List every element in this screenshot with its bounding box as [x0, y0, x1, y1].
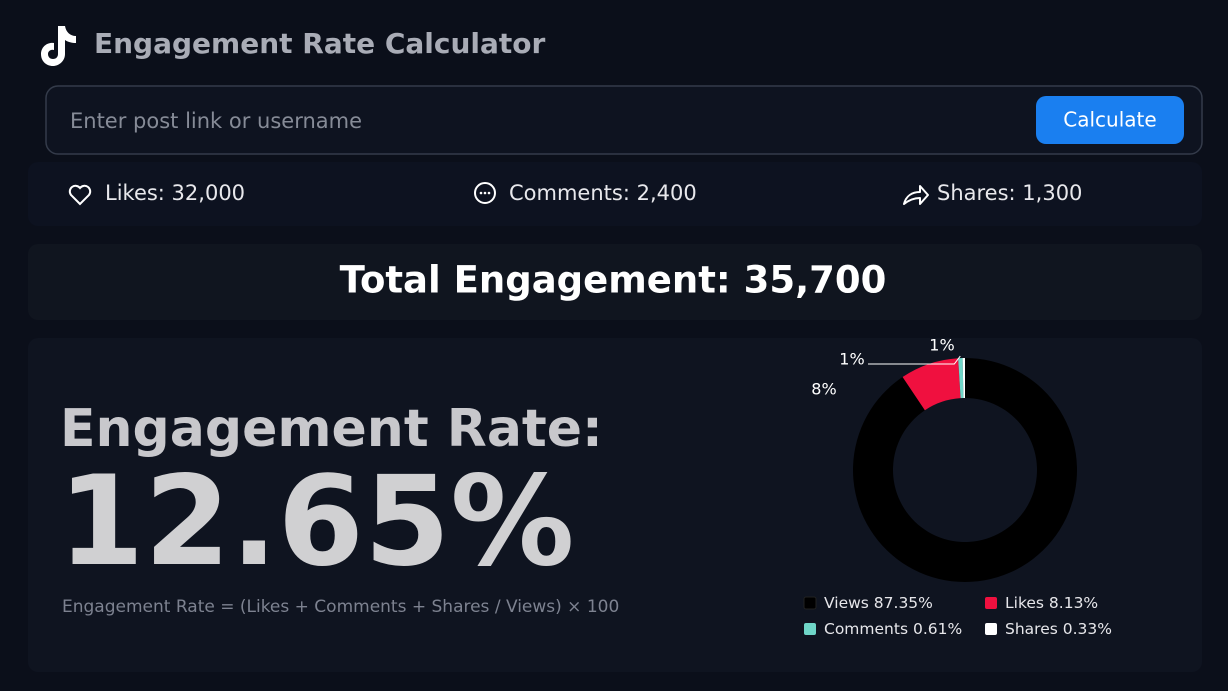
calculate-button-label: Calculate — [1063, 108, 1156, 132]
legend-swatch — [803, 596, 817, 610]
shares-icon — [903, 185, 929, 205]
legend-swatch — [985, 623, 997, 635]
legend-category: Likes — [1005, 594, 1044, 612]
comments-icon-dot — [479, 191, 483, 195]
legend-value: 0.61% — [913, 620, 962, 638]
legend-category: Views — [824, 594, 869, 612]
app-logo — [41, 26, 76, 66]
donut-slice — [853, 358, 1077, 582]
comments-stat: Comments: 2,400 — [509, 181, 697, 205]
donut-chart: 8%1%1%Views 87.35% Likes 8.13%Comments 0.… — [803, 336, 1112, 638]
donut-slice — [902, 358, 961, 411]
annotation-leader — [868, 355, 961, 365]
search-input[interactable] — [45, 85, 1203, 155]
comments-icon-dot — [487, 191, 491, 195]
total-engagement: Total Engagement: 35,700 — [340, 259, 887, 302]
total-panel — [28, 244, 1202, 320]
calculate-button[interactable] — [1036, 96, 1184, 144]
slice-annotation: 8% — [811, 380, 836, 399]
comments-icon-dot — [483, 191, 487, 195]
legend-value: 87.35% — [874, 594, 933, 612]
legend-label: Comments 0.61% — [824, 620, 962, 638]
legend-label: Shares 0.33% — [1005, 620, 1112, 638]
search-placeholder: Enter post link or username — [70, 109, 362, 133]
legend-value: 8.13% — [1049, 594, 1098, 612]
slice-annotation: 1% — [929, 336, 954, 355]
legend-category: Comments — [824, 620, 908, 638]
stats-panel — [28, 162, 1202, 226]
legend-swatch — [985, 597, 997, 609]
slice-annotation: 1% — [839, 350, 864, 369]
legend-swatch — [804, 623, 816, 635]
rate-formula: Engagement Rate = (Likes + Comments + Sh… — [62, 597, 619, 617]
shares-stat: Shares: 1,300 — [937, 181, 1082, 205]
donut-slice — [962, 358, 965, 399]
legend-value: 0.33% — [1063, 620, 1112, 638]
legend-label: Views 87.35% — [824, 594, 933, 612]
donut-slice — [958, 358, 964, 399]
legend-label: Likes 8.13% — [1005, 594, 1098, 612]
page-title: Engagement Rate Calculator — [94, 27, 546, 60]
rate-value: 12.65% — [58, 450, 574, 594]
likes-stat: Likes: 32,000 — [105, 181, 245, 205]
legend-category: Shares — [1005, 620, 1058, 638]
likes-icon — [68, 184, 92, 206]
rate-title: Engagement Rate: — [60, 399, 603, 459]
comments-icon — [474, 182, 496, 204]
